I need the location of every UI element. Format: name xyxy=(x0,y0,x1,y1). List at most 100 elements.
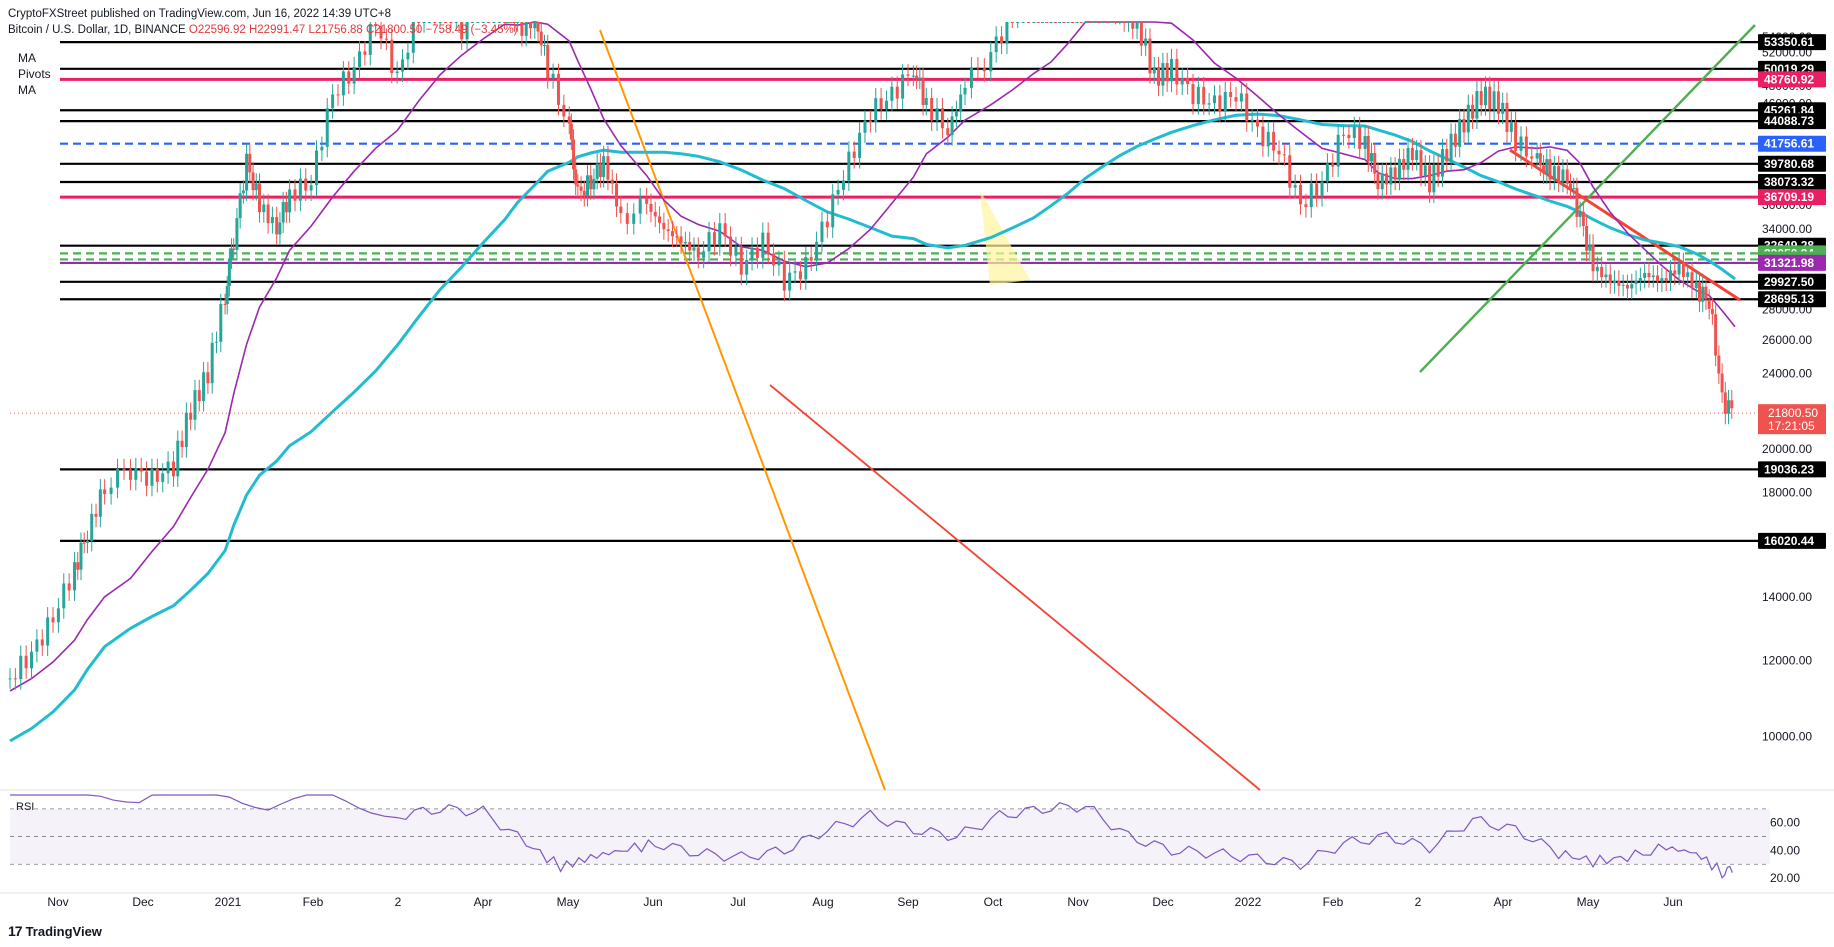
candle-body xyxy=(241,190,245,194)
candle-body xyxy=(1410,148,1414,161)
candle-body xyxy=(1005,22,1009,44)
candle-body xyxy=(1415,150,1419,161)
candle-body xyxy=(128,469,132,480)
candle-body xyxy=(1277,150,1281,155)
candle-body xyxy=(1049,22,1053,23)
candle-body xyxy=(1234,97,1238,102)
time-tick-label: Apr xyxy=(474,895,493,909)
candle-body xyxy=(284,202,288,213)
candle-body xyxy=(556,73,560,105)
candle-body xyxy=(1096,22,1100,23)
candle-body xyxy=(895,86,899,99)
candle-body xyxy=(1545,159,1549,174)
candle-body xyxy=(632,213,636,224)
candle-body xyxy=(788,272,792,291)
candle-body xyxy=(251,172,255,191)
candle-body xyxy=(24,655,28,669)
level-tag-label: 39780.68 xyxy=(1764,157,1814,171)
time-tick-label: Nov xyxy=(1067,895,1088,909)
candle-body xyxy=(1315,183,1319,197)
study-ma-1[interactable]: MA xyxy=(18,51,36,65)
candle-body xyxy=(1010,22,1014,23)
candle-body xyxy=(1144,38,1148,46)
candle-body xyxy=(1462,118,1466,133)
level-tag xyxy=(1758,34,1826,51)
time-tick-label: Feb xyxy=(1323,895,1344,909)
candle-body xyxy=(1432,165,1436,193)
candle-body xyxy=(1131,22,1135,29)
level-tag-label: 44088.73 xyxy=(1764,114,1814,128)
candle-body xyxy=(825,221,829,228)
candle-body xyxy=(1557,166,1561,182)
candle-body xyxy=(406,52,410,60)
trend-line xyxy=(1509,148,1741,302)
last-price-tag xyxy=(1758,404,1826,435)
candle-body xyxy=(94,513,98,517)
candle-body xyxy=(422,22,426,23)
candle-body xyxy=(1261,126,1265,147)
candle-body xyxy=(1202,87,1206,105)
candle-body xyxy=(1572,188,1576,190)
candle-body xyxy=(702,251,706,258)
candle-body xyxy=(1109,22,1113,23)
candle-body xyxy=(238,193,242,219)
candle-body xyxy=(1514,122,1518,151)
candle-body xyxy=(460,22,464,40)
level-tag-label: 29927.50 xyxy=(1764,275,1814,289)
time-tick-label: 2022 xyxy=(1235,895,1262,909)
candle-body xyxy=(1449,133,1453,162)
candle-body xyxy=(1282,154,1286,156)
candle-body xyxy=(782,260,786,291)
candle-body xyxy=(492,22,496,23)
candle-body xyxy=(465,22,469,40)
candle-body xyxy=(1436,165,1440,177)
candle-body xyxy=(1366,136,1370,162)
candle-body xyxy=(649,203,653,212)
candle-body xyxy=(13,678,17,680)
candle-body xyxy=(1212,95,1216,104)
study-ma-2[interactable]: MA xyxy=(18,83,36,97)
candle-body xyxy=(166,461,170,474)
candle-body xyxy=(270,216,274,224)
candle-body xyxy=(487,22,491,23)
candle-body xyxy=(304,178,308,191)
candle-body xyxy=(542,45,546,47)
candle-body xyxy=(139,468,143,472)
candle-body xyxy=(969,67,973,88)
candle-body xyxy=(1114,22,1118,23)
price-tick-label: 34000.00 xyxy=(1762,222,1812,236)
candle-body xyxy=(935,108,939,121)
candle-body xyxy=(438,22,442,23)
candle-body xyxy=(615,183,619,207)
candle-body xyxy=(497,22,501,23)
candle-body xyxy=(1542,165,1546,174)
candle-body xyxy=(1694,281,1698,289)
candle-body xyxy=(1440,149,1444,177)
publish-info: CryptoFXStreet published on TradingView.… xyxy=(8,8,392,20)
candle-body xyxy=(454,22,458,23)
candle-body xyxy=(1548,159,1552,180)
candle-body xyxy=(1600,266,1604,278)
candle-body xyxy=(1186,78,1190,85)
candle-body xyxy=(210,342,214,384)
candle-body xyxy=(1656,275,1660,282)
candle-body xyxy=(341,71,345,96)
candle-body xyxy=(562,104,566,117)
candle-body xyxy=(288,189,292,213)
candle-body xyxy=(1000,36,1004,44)
candle-body xyxy=(516,22,520,23)
candle-body xyxy=(470,22,474,23)
candle-body xyxy=(595,163,599,179)
price-tick-label: 24000.00 xyxy=(1762,366,1812,380)
candle-body xyxy=(161,473,165,482)
candle-body xyxy=(1363,136,1367,149)
price-tick-label: 26000.00 xyxy=(1762,333,1812,347)
candle-body xyxy=(1358,127,1362,149)
study-pivots[interactable]: Pivots xyxy=(18,67,51,81)
candle-body xyxy=(707,232,711,252)
candle-body xyxy=(1101,22,1105,23)
candle-body xyxy=(688,241,692,251)
ohlc-values: O22596.92 H22991.47 L21756.88 C21800.50 … xyxy=(188,24,518,36)
candle-body xyxy=(1524,136,1528,157)
candle-body xyxy=(1053,22,1057,23)
